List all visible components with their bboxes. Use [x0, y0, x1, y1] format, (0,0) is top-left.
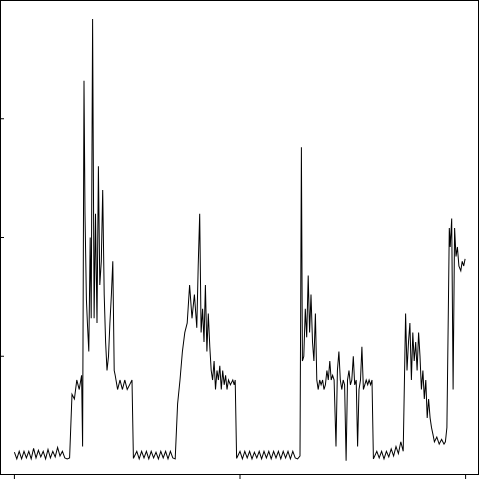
axis-ticks [0, 118, 467, 479]
series-line-0 [13, 18, 466, 461]
plot-series [13, 18, 466, 461]
